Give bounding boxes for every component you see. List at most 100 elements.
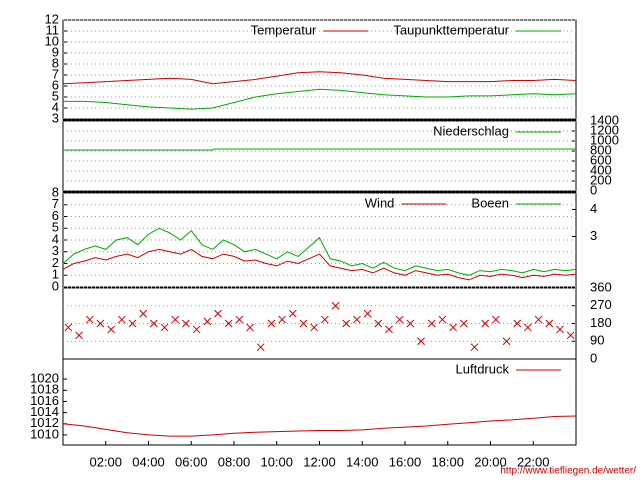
direction-point: [385, 325, 393, 334]
y-tick-label: 11: [46, 22, 60, 37]
y-tick-label: 3: [52, 243, 59, 258]
legend-label: Taupunkttemperatur: [393, 22, 509, 37]
x-tick-label: 18:00: [431, 454, 464, 469]
direction-point: [288, 309, 297, 318]
y-tick-label: 0: [590, 182, 597, 197]
direction-point: [149, 319, 158, 328]
y-tick-label: 1016: [30, 393, 59, 408]
direction-point: [139, 309, 148, 318]
direction-point: [107, 325, 115, 334]
direction-point: [171, 315, 180, 324]
y-tick-label: 8: [52, 55, 59, 70]
direction-point: [342, 319, 351, 328]
y-tick-label: 1012: [30, 415, 59, 430]
direction-point: [513, 319, 522, 328]
y-tick-label: 6: [52, 208, 59, 223]
panel-separator: [63, 191, 576, 193]
x-tick-label: 08:00: [218, 454, 251, 469]
y-tick-label: 0: [590, 350, 597, 365]
x-tick-label: 16:00: [389, 454, 422, 469]
direction-point: [524, 323, 532, 332]
y-tick-label: 270: [590, 297, 612, 312]
direction-point: [395, 315, 404, 324]
y-tick-label: 0: [52, 278, 59, 293]
y-tick-label: 180: [590, 315, 612, 330]
x-tick-label: 04:00: [132, 454, 165, 469]
y-tick-label: 5: [52, 88, 59, 103]
y-tick-label: 6: [52, 77, 59, 92]
direction-point: [310, 323, 319, 332]
direction-point: [64, 323, 73, 332]
direction-point: [331, 301, 340, 310]
series-line: [62, 71, 577, 85]
footer-link: http://www.tiefliegen.de/wetter/: [500, 466, 636, 477]
direction-point: [235, 315, 244, 324]
y-tick-label: 8: [52, 184, 59, 199]
direction-point: [214, 309, 222, 318]
y-tick-label: 360: [590, 279, 612, 294]
y-tick-label: 1010: [30, 426, 59, 441]
direction-point: [85, 315, 94, 324]
direction-point: [417, 337, 425, 346]
x-tick-label: 12:00: [303, 454, 336, 469]
direction-point: [459, 319, 468, 328]
series-line: [63, 88, 577, 110]
direction-point: [491, 315, 500, 324]
y-tick-label: 200: [590, 172, 612, 187]
direction-point: [481, 319, 490, 328]
direction-point: [320, 315, 329, 324]
y-tick-label: 1018: [30, 382, 59, 397]
direction-point: [353, 315, 361, 324]
series-line: [63, 148, 576, 151]
y-tick-label: 4: [52, 99, 59, 114]
y2-tick-label: 3: [590, 228, 597, 243]
x-tick-label: 10:00: [260, 454, 293, 469]
direction-point: [363, 309, 372, 318]
series-line: [62, 227, 577, 276]
y-tick-label: 9: [52, 44, 59, 59]
series-line: [62, 415, 577, 437]
direction-point: [256, 343, 265, 352]
series-line: [62, 248, 577, 281]
direction-point: [534, 315, 543, 324]
y-tick-label: 800: [590, 142, 612, 157]
panel-separator: [63, 119, 576, 121]
direction-point: [470, 343, 479, 352]
direction-point: [75, 331, 83, 340]
y-tick-label: 1400: [590, 112, 619, 127]
x-tick-label: 02:00: [89, 454, 122, 469]
y-tick-label: 1020: [30, 371, 59, 386]
x-tick-label: 06:00: [175, 454, 208, 469]
direction-point: [374, 319, 383, 328]
y-tick-label: 2: [52, 255, 59, 270]
direction-point: [566, 331, 575, 340]
y-tick-label: 600: [590, 152, 612, 167]
y-tick-label: 7: [52, 196, 59, 211]
x-tick-label: 20:00: [474, 454, 507, 469]
y-tick-label: 1014: [30, 404, 59, 419]
direction-point: [406, 319, 415, 328]
direction-point: [556, 325, 564, 334]
direction-point: [182, 319, 190, 328]
y-tick-label: 5: [52, 220, 59, 235]
y-tick-label: 1000: [590, 132, 619, 147]
direction-point: [438, 315, 447, 324]
legend-label: Temperatur: [251, 22, 317, 37]
y-tick-label: 7: [52, 66, 59, 81]
y-tick-label: 1: [52, 267, 59, 282]
direction-point: [224, 319, 233, 328]
y-tick-label: 1200: [590, 122, 619, 137]
direction-point: [160, 323, 169, 332]
y-tick-label: 400: [590, 162, 612, 177]
direction-point: [449, 323, 457, 332]
x-tick-label: 14:00: [346, 454, 379, 469]
y-tick-label: 3: [52, 110, 59, 125]
y-tick-label: 12: [45, 11, 59, 26]
legend-label: Wind: [365, 195, 395, 210]
direction-point: [267, 319, 276, 328]
direction-point: [246, 323, 254, 332]
legend-label: Luftdruck: [456, 361, 510, 376]
direction-point: [545, 319, 554, 328]
direction-point: [203, 317, 212, 326]
